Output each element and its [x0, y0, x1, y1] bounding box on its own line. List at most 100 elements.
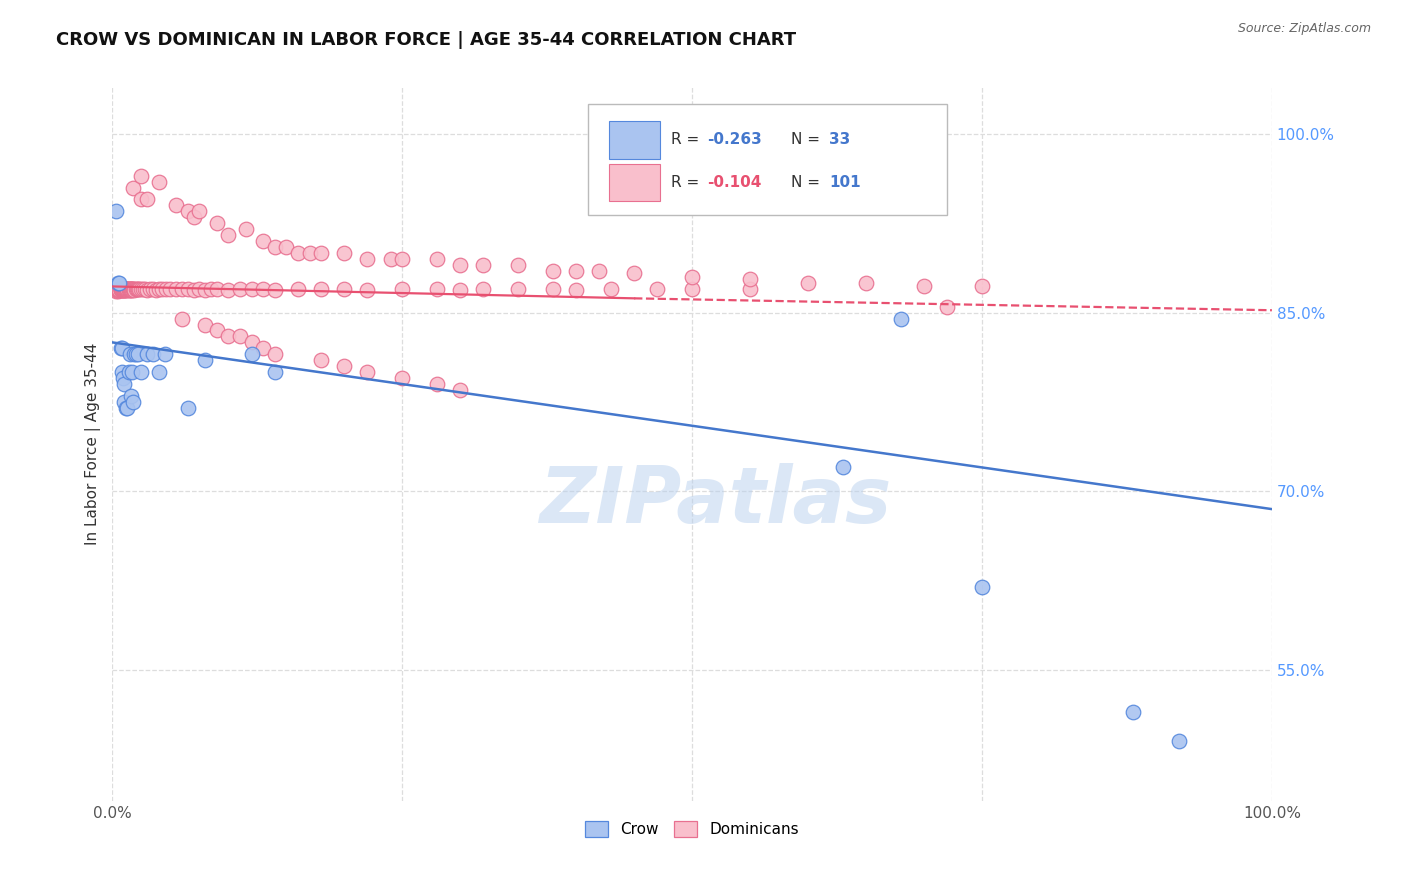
Point [148, 175, 170, 189]
Point [115, 282, 138, 296]
Point [108, 282, 131, 296]
Point [449, 258, 471, 272]
Point [136, 347, 159, 361]
Point [623, 266, 645, 280]
Point [124, 282, 146, 296]
Text: 33: 33 [830, 132, 851, 147]
Point [124, 282, 146, 296]
Point [588, 264, 610, 278]
Point [122, 180, 145, 194]
Point [472, 282, 495, 296]
Point [114, 282, 136, 296]
Point [252, 234, 274, 248]
Point [740, 272, 762, 286]
Point [508, 282, 530, 296]
Point [120, 283, 142, 297]
Point [380, 252, 402, 266]
Point [205, 216, 228, 230]
Point [112, 283, 135, 297]
Point [797, 276, 820, 290]
Point [263, 240, 285, 254]
Point [565, 283, 588, 297]
Point [153, 347, 176, 361]
Point [145, 283, 167, 297]
Point [111, 282, 134, 296]
Point [110, 282, 132, 296]
Point [115, 282, 138, 296]
Point [108, 276, 131, 290]
Point [111, 283, 134, 297]
Point [855, 276, 877, 290]
Point [108, 282, 131, 296]
Point [131, 169, 153, 183]
Point [111, 282, 134, 296]
Point [309, 353, 332, 368]
Point [136, 283, 159, 297]
Point [104, 204, 127, 219]
Point [118, 282, 141, 296]
Point [177, 282, 200, 296]
Point [122, 282, 145, 296]
Point [240, 335, 263, 350]
Point [155, 282, 177, 296]
Point [287, 282, 309, 296]
Point [600, 282, 623, 296]
Point [127, 282, 149, 296]
Point [136, 193, 159, 207]
Point [165, 282, 187, 296]
Point [121, 282, 143, 296]
Point [124, 347, 146, 361]
Point [188, 282, 211, 296]
Point [565, 264, 588, 278]
Point [740, 282, 762, 296]
Point [472, 258, 495, 272]
Point [309, 282, 332, 296]
Point [194, 353, 217, 368]
Point [107, 282, 129, 296]
Point [194, 318, 217, 332]
Point [112, 282, 135, 296]
Point [391, 371, 413, 385]
Point [118, 347, 141, 361]
Text: -0.104: -0.104 [707, 176, 762, 190]
Point [890, 311, 912, 326]
Point [391, 252, 413, 266]
Point [333, 282, 356, 296]
Point [107, 276, 129, 290]
Point [217, 228, 239, 243]
Point [128, 282, 150, 296]
Point [112, 282, 135, 296]
Point [117, 282, 139, 296]
Point [112, 377, 135, 392]
Point [120, 282, 142, 296]
Point [142, 347, 165, 361]
Point [177, 204, 200, 219]
Point [177, 401, 200, 415]
Point [114, 283, 136, 297]
Point [107, 284, 129, 298]
Point [115, 401, 138, 415]
Point [449, 283, 471, 297]
Point [229, 282, 252, 296]
Point [131, 282, 153, 296]
Point [333, 359, 356, 374]
Point [252, 342, 274, 356]
Point [114, 282, 136, 296]
Point [150, 282, 173, 296]
Point [252, 282, 274, 296]
Point [263, 283, 285, 297]
Point [104, 284, 127, 298]
Point [108, 282, 131, 296]
Point [111, 283, 134, 297]
Point [110, 282, 132, 296]
Point [117, 283, 139, 297]
Point [391, 282, 413, 296]
Point [110, 282, 132, 296]
Point [112, 395, 135, 409]
Point [118, 283, 141, 297]
Point [111, 282, 134, 296]
Point [110, 283, 132, 297]
Point [111, 283, 134, 297]
Point [170, 282, 193, 296]
Point [912, 279, 935, 293]
